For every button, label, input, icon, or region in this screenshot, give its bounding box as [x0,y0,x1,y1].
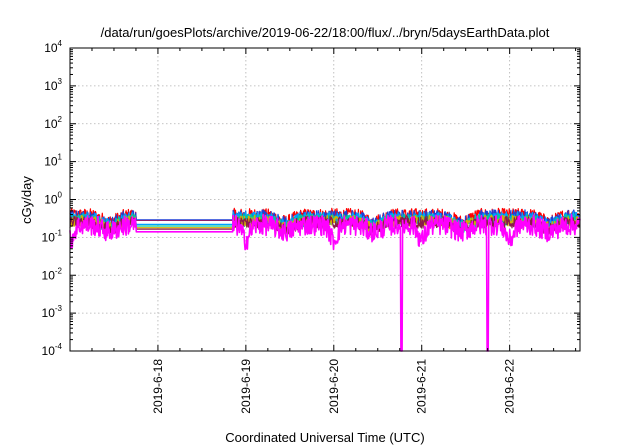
y-tick-exponent: 3 [58,77,63,86]
y-tick-base: 10 [44,117,58,131]
series-line [69,213,581,352]
y-tick-exponent: -2 [55,266,63,275]
x-tick-label: 2019-6-18 [151,359,165,414]
y-tick-exponent: -4 [55,342,63,351]
y-tick-base: 10 [42,306,56,320]
y-tick-exponent: 0 [58,191,63,200]
y-tick-label: 101 [44,153,62,169]
y-tick-base: 10 [44,193,58,207]
y-tick-label: 102 [44,115,62,131]
y-tick-label: 100 [44,191,62,207]
x-axis-label: Coordinated Universal Time (UTC) [225,430,424,445]
y-tick-label: 10-3 [42,304,63,320]
y-tick-base: 10 [42,230,56,244]
y-tick-exponent: 4 [58,39,63,48]
y-tick-exponent: 2 [58,115,63,124]
x-tick-labels: 2019-6-18 2019-6-19 2019-6-20 2019-6-21 2019… [151,359,517,414]
x-tick-label: 2019-6-21 [415,359,429,414]
y-tick-base: 10 [44,79,58,93]
series-layer [69,207,581,352]
y-tick-label: 10-4 [42,342,63,358]
plot-frame [69,47,581,352]
x-tick-label: 2019-6-19 [239,359,253,414]
y-tick-exponent: -3 [55,304,63,313]
y-tick-label: 10-1 [42,228,63,244]
x-tick-label: 2019-6-22 [503,359,517,414]
y-tick-exponent: 1 [58,153,63,162]
y-tick-label: 104 [44,39,62,55]
y-tick-exponent: -1 [55,228,63,237]
x-tick-label: 2019-6-20 [327,359,341,414]
y-tick-label: 103 [44,77,62,93]
y-tick-label: 10-2 [42,266,63,282]
y-tick-base: 10 [44,41,58,55]
y-tick-base: 10 [42,268,56,282]
y-tick-base: 10 [42,344,56,358]
y-axis-label: cGy/day [19,176,34,224]
chart-title: /data/run/goesPlots/archive/2019-06-22/1… [101,25,550,40]
grid [70,48,580,351]
y-tick-base: 10 [44,155,58,169]
